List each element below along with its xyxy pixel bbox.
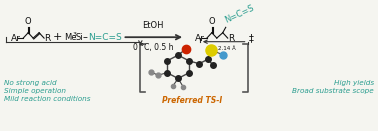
Text: 2.14 Å: 2.14 Å xyxy=(218,46,236,51)
Text: Broad substrate scope: Broad substrate scope xyxy=(292,88,373,94)
Text: O: O xyxy=(25,17,31,26)
Text: Si: Si xyxy=(75,33,83,42)
Text: +: + xyxy=(52,32,62,42)
Text: No strong acid: No strong acid xyxy=(5,80,57,86)
Text: N=C=S: N=C=S xyxy=(88,33,121,42)
Text: Mild reaction conditions: Mild reaction conditions xyxy=(5,96,91,102)
Text: Preferred TS-I: Preferred TS-I xyxy=(162,95,222,105)
Text: Me: Me xyxy=(64,33,76,42)
Text: R: R xyxy=(228,34,234,43)
Text: R: R xyxy=(44,34,50,43)
Text: O: O xyxy=(209,17,215,26)
Text: High yields: High yields xyxy=(333,80,373,86)
Text: Ar: Ar xyxy=(195,34,205,43)
Text: EtOH: EtOH xyxy=(143,21,164,30)
Text: 0 °C, 0.5 h: 0 °C, 0.5 h xyxy=(133,43,174,53)
Text: 3: 3 xyxy=(73,32,77,37)
Text: –: – xyxy=(83,32,88,42)
Text: ‡: ‡ xyxy=(249,34,253,43)
Text: Ar: Ar xyxy=(11,34,21,43)
Text: N=C=S: N=C=S xyxy=(223,3,255,25)
Text: Simple operation: Simple operation xyxy=(5,88,67,94)
